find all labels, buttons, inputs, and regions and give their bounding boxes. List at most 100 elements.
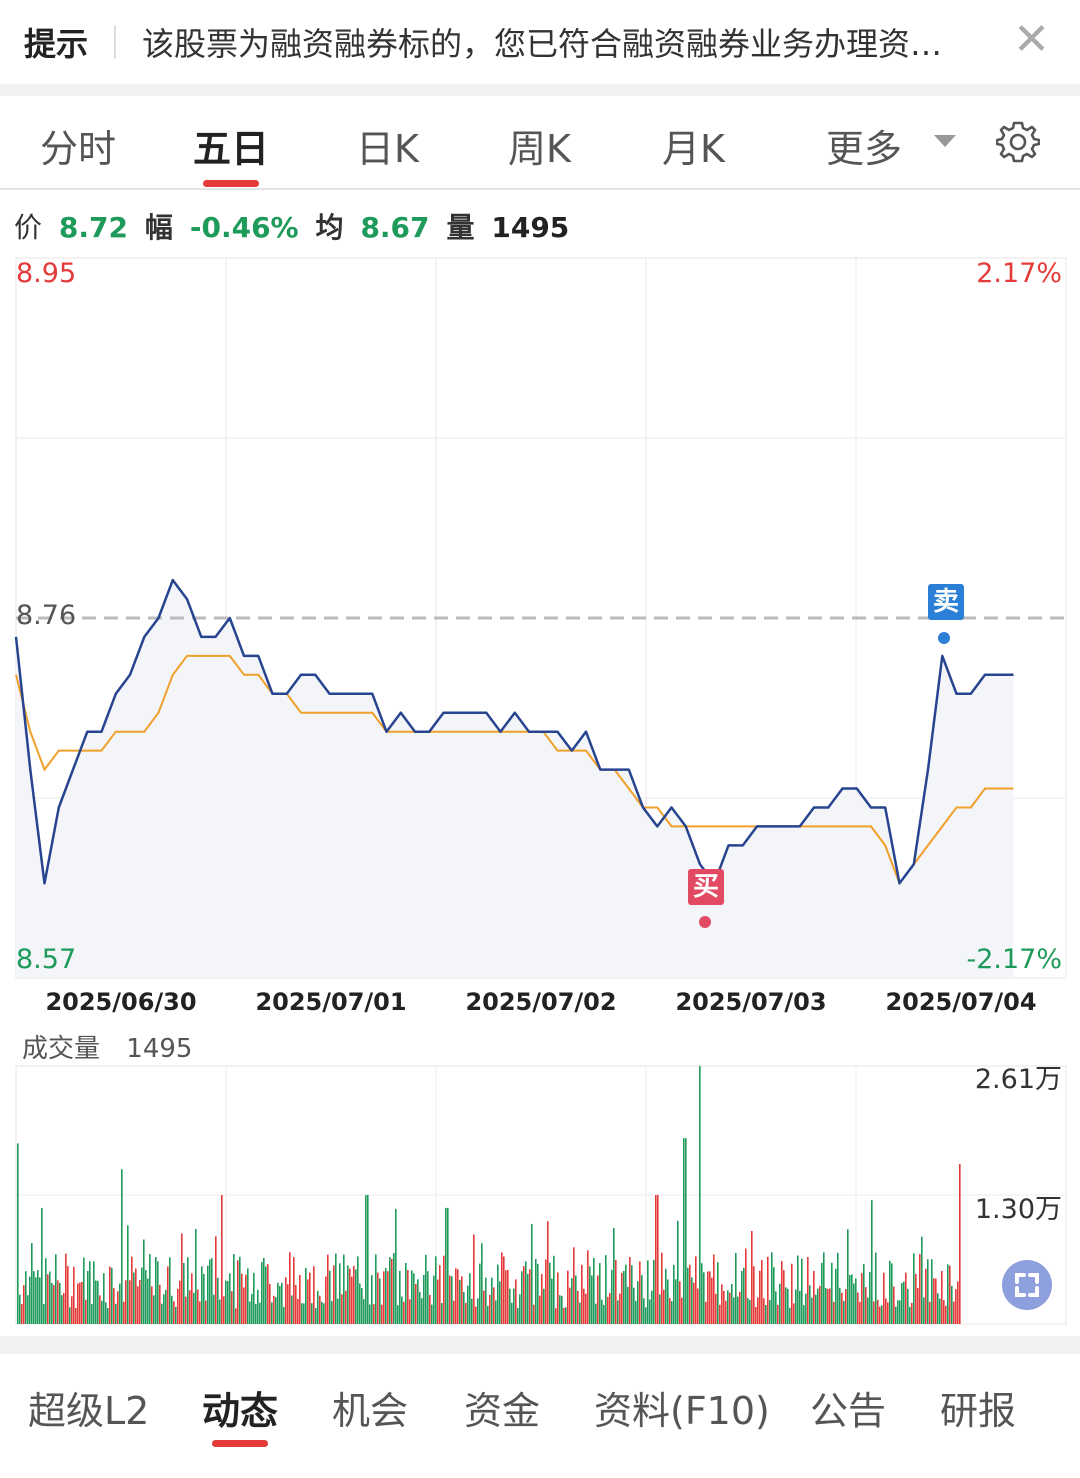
- volume-bar: [197, 1289, 199, 1324]
- volume-bar: [187, 1257, 189, 1324]
- volume-bar: [685, 1138, 687, 1324]
- volume-bar: [609, 1293, 611, 1324]
- tab-more[interactable]: 更多: [826, 127, 903, 171]
- volume-chart[interactable]: 2.61万 1.30万: [0, 1064, 1080, 1328]
- volume-bar: [957, 1281, 959, 1324]
- volume-bar: [415, 1284, 417, 1324]
- tab-super-l2[interactable]: 超级L2: [28, 1389, 150, 1433]
- volume-bar: [159, 1284, 161, 1324]
- volume-bar: [49, 1271, 51, 1324]
- volume-bar: [241, 1273, 243, 1324]
- volume-bar: [919, 1254, 921, 1324]
- volume-bar: [97, 1280, 99, 1324]
- volume-bar: [643, 1298, 645, 1324]
- bottom-tab-bar: [0, 1354, 1080, 1478]
- volume-bar: [867, 1297, 869, 1324]
- volume-bar: [521, 1271, 523, 1324]
- buy-marker[interactable]: 买: [688, 869, 724, 905]
- volume-bar: [847, 1229, 849, 1324]
- volume-bar: [879, 1306, 881, 1324]
- volume-bar: [95, 1280, 97, 1324]
- volume-bar: [113, 1288, 115, 1324]
- volume-bar: [299, 1275, 301, 1324]
- volume-bar: [111, 1267, 113, 1324]
- sell-marker[interactable]: 卖: [928, 584, 964, 620]
- volume-bar: [923, 1297, 925, 1324]
- volume-bar: [59, 1282, 61, 1324]
- volume-bar: [481, 1243, 483, 1324]
- tab-weekly-k[interactable]: 周K: [508, 127, 571, 171]
- tab-intraday[interactable]: 分时: [40, 127, 117, 171]
- volume-bar: [743, 1267, 745, 1324]
- tab-monthly-k[interactable]: 月K: [662, 127, 725, 171]
- volume-bar: [489, 1294, 491, 1324]
- volume-bar: [147, 1278, 149, 1324]
- tab-funds[interactable]: 资金: [464, 1389, 541, 1433]
- volume-bar: [163, 1294, 165, 1324]
- volume-bar: [227, 1280, 229, 1324]
- volume-bar: [865, 1287, 867, 1324]
- volume-bar: [931, 1259, 933, 1324]
- volume-bar: [875, 1252, 877, 1324]
- volume-bar: [523, 1266, 525, 1324]
- volume-bar: [491, 1277, 493, 1324]
- tab-daily-k[interactable]: 日K: [356, 127, 419, 171]
- volume-bar: [305, 1268, 307, 1324]
- volume-bar: [537, 1263, 539, 1324]
- active-tab-indicator: [203, 180, 259, 187]
- chevron-down-icon[interactable]: [934, 135, 956, 147]
- volume-bar: [901, 1283, 903, 1324]
- volume-bar: [705, 1301, 707, 1324]
- tab-f10[interactable]: 资料(F10): [594, 1389, 770, 1433]
- volume-bar: [313, 1266, 315, 1324]
- volume-bar: [63, 1293, 65, 1324]
- volume-bar: [155, 1257, 157, 1324]
- y-label-top: 8.95: [16, 258, 76, 289]
- price-value: 8.72: [58, 211, 129, 244]
- volume-bar: [785, 1287, 787, 1324]
- volume-bar: [921, 1236, 923, 1324]
- volume-bar: [947, 1264, 949, 1324]
- volume-bar: [505, 1270, 507, 1324]
- volume-bar: [759, 1270, 761, 1324]
- volume-bar: [255, 1303, 257, 1324]
- volume-bar: [933, 1278, 935, 1324]
- volume-bar: [497, 1264, 499, 1324]
- volume-bar: [31, 1243, 33, 1324]
- fullscreen-button[interactable]: [1002, 1260, 1052, 1310]
- volume-bar: [681, 1297, 683, 1324]
- volume-bar: [433, 1275, 435, 1324]
- volume-bar: [161, 1303, 163, 1324]
- tab-five-day[interactable]: 五日: [193, 127, 270, 171]
- volume-bar: [35, 1277, 37, 1324]
- volume-bar: [247, 1268, 249, 1324]
- volume-bar: [915, 1273, 917, 1324]
- volume-title: 成交量: [22, 1034, 101, 1064]
- volume-bar: [105, 1302, 107, 1324]
- tab-research[interactable]: 研报: [940, 1389, 1017, 1433]
- close-icon[interactable]: ✕: [1013, 14, 1050, 65]
- volume-bar: [517, 1308, 519, 1324]
- tab-announcements[interactable]: 公告: [810, 1389, 887, 1433]
- notice-text[interactable]: 该股票为融资融券标的，您已符合融资融券业务办理资…: [142, 25, 943, 63]
- volume-bar: [721, 1284, 723, 1324]
- change-label: 幅: [144, 211, 173, 244]
- tab-opportunity[interactable]: 机会: [332, 1389, 409, 1433]
- price-chart[interactable]: 8.95 8.57 8.76 2.17% -2.17% 2025/06/30 2025/07…: [0, 250, 1080, 1020]
- period-tabs: 分时 五日 日K 周K 月K 更多: [0, 96, 1080, 190]
- volume-bar: [601, 1299, 603, 1324]
- volume-bar: [575, 1275, 577, 1324]
- volume-bar: [33, 1271, 35, 1324]
- volume-bar: [769, 1300, 771, 1324]
- volume-bar: [779, 1283, 781, 1324]
- volume-bar: [179, 1280, 181, 1324]
- volume-bar: [555, 1308, 557, 1324]
- volume-bar: [303, 1303, 305, 1324]
- volume-bar: [645, 1307, 647, 1324]
- tab-news[interactable]: 动态: [202, 1389, 279, 1433]
- gear-icon[interactable]: [996, 120, 1040, 164]
- volume-bar: [773, 1267, 775, 1324]
- volume-bar: [189, 1290, 191, 1324]
- volume-bar: [447, 1207, 449, 1324]
- volume-bar: [429, 1294, 431, 1324]
